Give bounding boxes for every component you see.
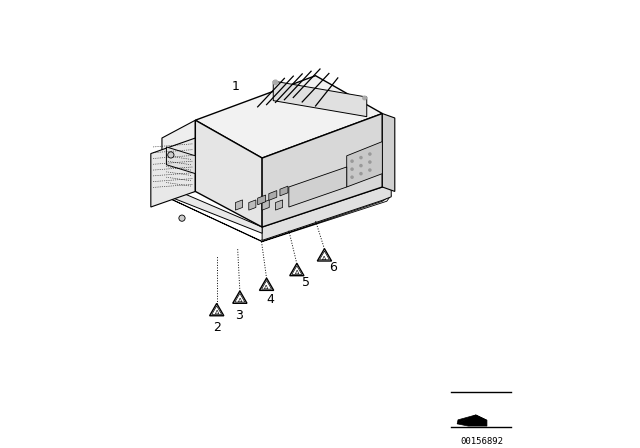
- Polygon shape: [166, 147, 195, 174]
- Circle shape: [350, 168, 354, 171]
- Circle shape: [368, 160, 372, 164]
- Polygon shape: [236, 200, 243, 210]
- Text: 2: 2: [212, 321, 221, 334]
- Text: Δ: Δ: [264, 285, 269, 290]
- Circle shape: [359, 156, 363, 159]
- Polygon shape: [258, 195, 266, 205]
- Polygon shape: [457, 415, 487, 426]
- Text: 1: 1: [232, 80, 239, 93]
- Polygon shape: [195, 76, 382, 158]
- Text: 3: 3: [235, 309, 243, 322]
- Polygon shape: [275, 200, 283, 210]
- Polygon shape: [347, 142, 382, 187]
- Polygon shape: [262, 113, 382, 227]
- Circle shape: [350, 176, 354, 179]
- Polygon shape: [162, 120, 195, 195]
- Text: Δ: Δ: [295, 270, 299, 276]
- Text: Δ: Δ: [237, 298, 242, 303]
- Text: 6: 6: [330, 261, 337, 274]
- Polygon shape: [289, 167, 347, 207]
- Circle shape: [273, 80, 278, 85]
- Polygon shape: [151, 138, 195, 207]
- Polygon shape: [259, 278, 274, 290]
- Polygon shape: [209, 303, 224, 316]
- Polygon shape: [290, 263, 304, 276]
- Polygon shape: [162, 195, 391, 242]
- Circle shape: [350, 159, 354, 163]
- Text: Δ: Δ: [323, 256, 326, 261]
- Polygon shape: [457, 415, 487, 424]
- Text: Δ: Δ: [214, 310, 219, 315]
- Text: 5: 5: [301, 276, 310, 289]
- Text: 00156892: 00156892: [460, 437, 503, 446]
- Polygon shape: [273, 81, 367, 116]
- Polygon shape: [262, 185, 391, 241]
- Circle shape: [368, 152, 372, 156]
- Text: 4: 4: [266, 293, 274, 306]
- Polygon shape: [280, 186, 288, 196]
- Polygon shape: [162, 186, 262, 233]
- Polygon shape: [262, 200, 269, 210]
- Polygon shape: [269, 190, 277, 200]
- Circle shape: [359, 172, 363, 176]
- Circle shape: [179, 215, 185, 221]
- Polygon shape: [382, 113, 395, 191]
- Polygon shape: [249, 200, 256, 210]
- Circle shape: [168, 152, 174, 158]
- Polygon shape: [195, 120, 262, 227]
- Polygon shape: [233, 291, 247, 303]
- Polygon shape: [317, 249, 332, 261]
- Circle shape: [359, 164, 363, 168]
- Circle shape: [368, 168, 372, 172]
- Circle shape: [363, 96, 366, 100]
